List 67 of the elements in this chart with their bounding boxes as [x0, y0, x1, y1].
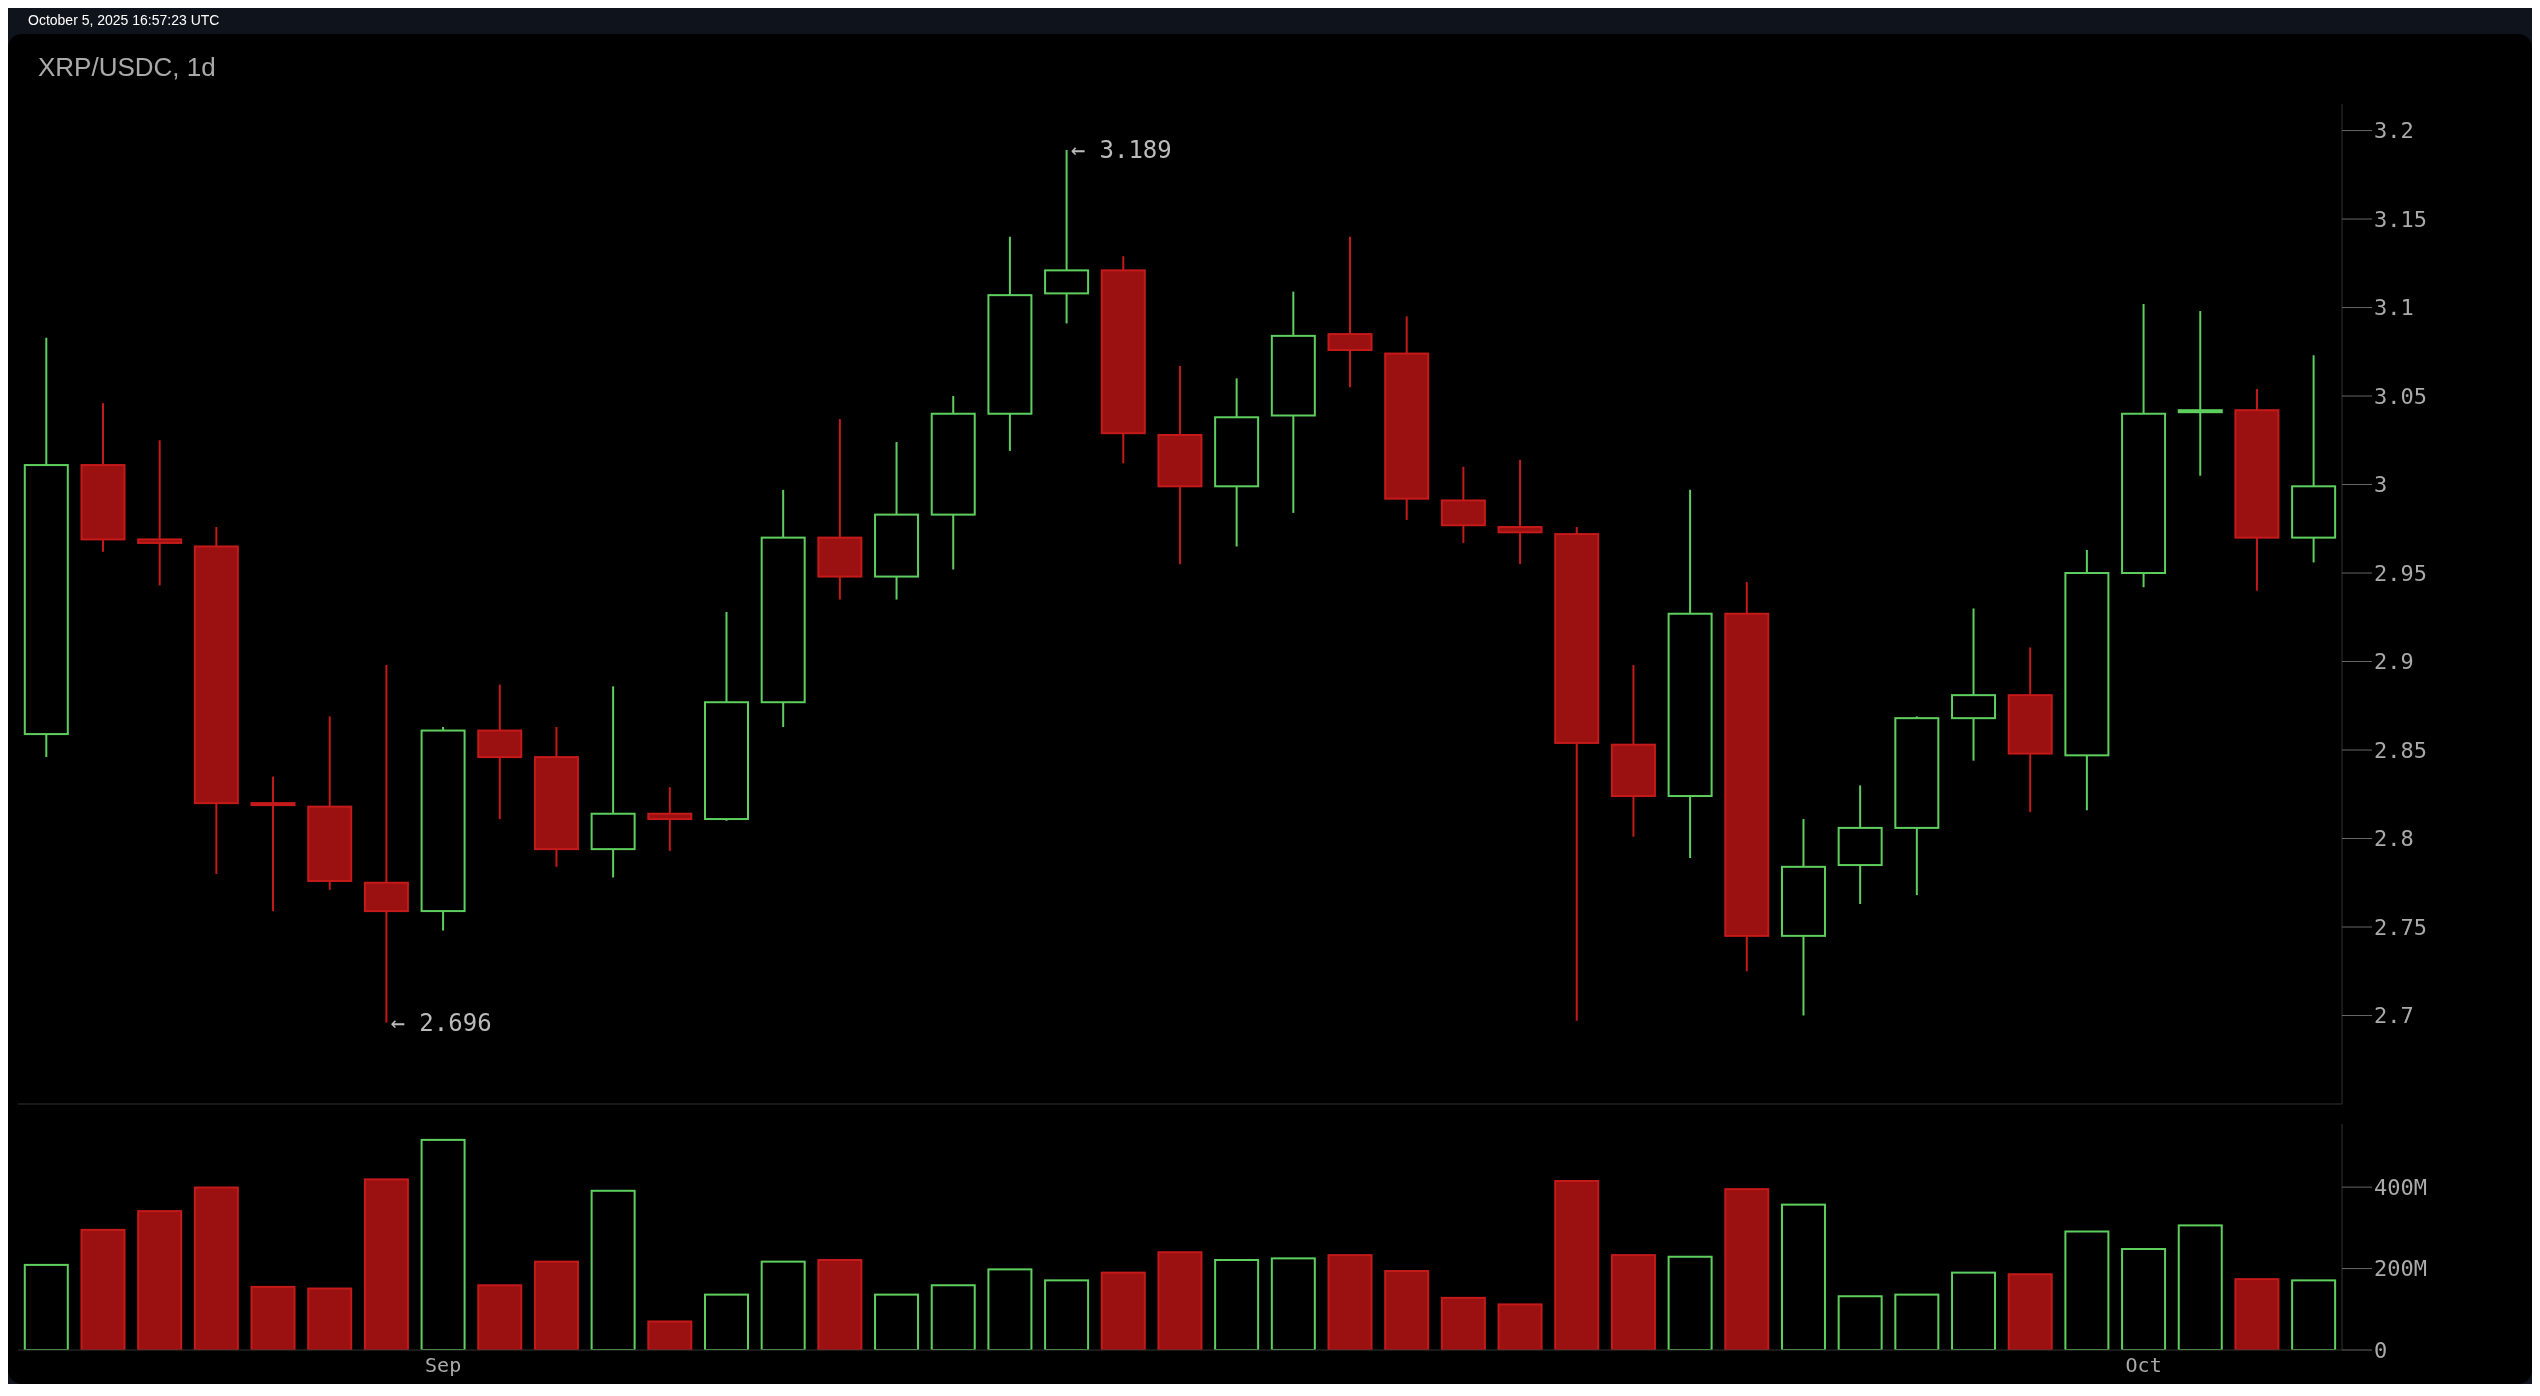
- bar: [533, 1260, 579, 1350]
- y-tick-label: 2.95: [2374, 560, 2427, 586]
- bar: [2121, 1248, 2167, 1350]
- bar: [23, 1263, 69, 1350]
- bar: [1327, 1254, 1373, 1350]
- y-tick-label: 2.8: [2374, 826, 2414, 852]
- bar: [817, 1259, 863, 1350]
- y-tick-label: 0: [2374, 1337, 2388, 1363]
- y-tick-label: 2.75: [2374, 914, 2427, 940]
- bar: [477, 1284, 523, 1350]
- bar: [647, 1320, 693, 1350]
- bar: [2064, 1230, 2110, 1350]
- y-tick-label: 3.2: [2374, 118, 2414, 144]
- bar: [1440, 1296, 1486, 1350]
- bar: [704, 1293, 749, 1350]
- text: October 5, 2025 16:57:23 UTC: [28, 12, 220, 28]
- bar: [420, 1138, 466, 1350]
- bar: [1724, 1188, 1770, 1350]
- candlestick: [1497, 458, 1543, 566]
- bar: [1214, 1259, 1260, 1350]
- y-tick-label: 2.7: [2374, 1003, 2414, 1029]
- chart-title: XRP/USDC, 1d: [38, 52, 216, 83]
- bar: [1157, 1251, 1203, 1350]
- x-tick-label: Sep: [425, 1353, 462, 1378]
- y-tick-label: 3.15: [2374, 206, 2427, 232]
- bar: [1384, 1270, 1430, 1350]
- bar: [1100, 1271, 1146, 1350]
- candlestick: [2177, 310, 2223, 477]
- bar: [307, 1287, 353, 1350]
- bar: [2007, 1273, 2053, 1350]
- y-tick-label: 400M: [2374, 1174, 2427, 1200]
- bar: [2177, 1224, 2223, 1350]
- bar: [250, 1285, 296, 1350]
- y-tick-label: 2.85: [2374, 737, 2427, 763]
- bar: [1554, 1180, 1600, 1350]
- y-tick-label: 3.1: [2374, 295, 2414, 321]
- bar: [874, 1293, 920, 1350]
- bar: [1667, 1255, 1713, 1350]
- bar: [1497, 1303, 1543, 1350]
- bar: [1951, 1271, 1997, 1350]
- bar: [760, 1260, 806, 1350]
- y-tick-label: 200M: [2374, 1256, 2427, 1282]
- bar: [2291, 1279, 2337, 1350]
- bar: [1780, 1203, 1826, 1350]
- bar: [1610, 1254, 1656, 1350]
- candlestick: [137, 439, 183, 587]
- bar: [2234, 1278, 2280, 1350]
- y-tick-label: 2.9: [2374, 649, 2414, 675]
- bar: [80, 1228, 126, 1350]
- bar: [193, 1186, 239, 1350]
- candlestick: [250, 775, 296, 913]
- bar: [930, 1284, 976, 1350]
- bar: [1837, 1295, 1883, 1350]
- candlestick: [1327, 235, 1373, 389]
- bar: [1894, 1293, 1940, 1350]
- candlestick: [647, 786, 693, 852]
- bar: [1044, 1279, 1090, 1350]
- bar: [590, 1189, 636, 1350]
- x-tick-label: Oct: [2125, 1353, 2162, 1378]
- y-tick-label: 3.05: [2374, 383, 2427, 409]
- bar: [363, 1178, 409, 1350]
- bar: [987, 1268, 1033, 1350]
- annotation: ← 3.189: [1070, 136, 1172, 165]
- y-tick-label: 3: [2374, 472, 2388, 498]
- annotation: ← 2.696: [390, 1008, 492, 1037]
- bar: [137, 1210, 183, 1350]
- bar: [1270, 1257, 1316, 1350]
